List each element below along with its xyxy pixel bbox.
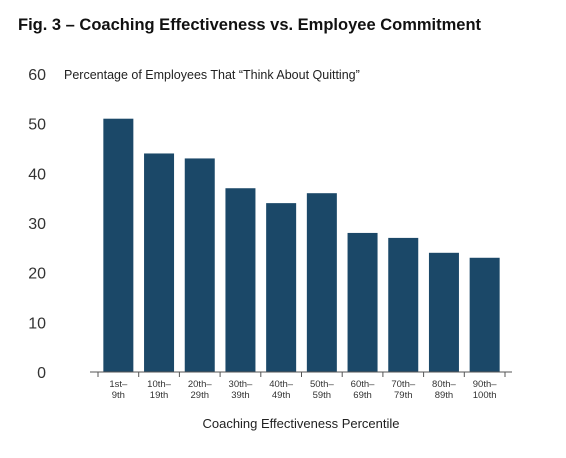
x-tick-label-line: 50th–: [310, 379, 334, 390]
x-tick-label-line: 10th–: [147, 379, 171, 390]
x-tick-label: 20th– 29th: [188, 379, 212, 401]
bar: [184, 158, 215, 372]
x-tick-label: 1st– 9th: [109, 379, 128, 401]
x-tick-label-line: 30th–: [229, 379, 253, 390]
x-tick-label-line: 80th–: [432, 379, 456, 390]
y-tick-label: 10: [28, 315, 46, 332]
bar: [225, 188, 256, 372]
chart-title: Fig. 3 – Coaching Effectiveness vs. Empl…: [18, 16, 482, 34]
x-tick-label: 10th– 19th: [147, 379, 171, 401]
chart-subtitle: Percentage of Employees That “Think Abou…: [64, 68, 360, 82]
x-tick-label-line: 29th: [191, 390, 210, 401]
x-tick-label: 50th– 59th: [310, 379, 334, 401]
x-tick-label-line: 70th–: [391, 379, 415, 390]
bars-group: [103, 118, 500, 372]
y-tick-label: 40: [28, 166, 46, 183]
x-tick-label-line: 60th–: [351, 379, 375, 390]
y-tick-label: 30: [28, 216, 46, 233]
x-tick-label-line: 49th: [272, 390, 291, 401]
x-tick-label-line: 39th: [231, 390, 250, 401]
y-axis: 0 10 20 30 40 50 60: [28, 67, 46, 382]
bar: [266, 203, 297, 372]
x-tick-label: 60th– 69th: [351, 379, 375, 401]
x-tick-label-line: 19th: [150, 390, 169, 401]
x-tick-label-line: 9th: [112, 390, 125, 401]
x-tick-label-line: 20th–: [188, 379, 212, 390]
bar: [388, 237, 419, 372]
bar: [306, 193, 337, 372]
y-tick-label: 50: [28, 117, 46, 134]
y-tick-label: 0: [37, 365, 46, 382]
x-tick-label-line: 79th: [394, 390, 413, 401]
x-tick-label: 40th– 49th: [269, 379, 293, 401]
x-tick-label-line: 40th–: [269, 379, 293, 390]
x-tick-label-line: 100th: [473, 390, 497, 401]
bar: [103, 118, 134, 372]
x-axis-label: Coaching Effectiveness Percentile: [202, 416, 399, 431]
y-tick-label: 60: [28, 67, 46, 84]
x-tick-label-line: 59th: [313, 390, 332, 401]
x-axis: 1st– 9th 10th– 19th 20th– 29th 30th– 39th 40th– 4…: [97, 372, 506, 401]
bar: [347, 232, 378, 372]
x-tick-label-line: 90th–: [473, 379, 497, 390]
x-tick-label: 80th– 89th: [432, 379, 456, 401]
x-tick-label-line: 89th: [435, 390, 454, 401]
x-tick-label-line: 1st–: [109, 379, 128, 390]
y-tick-label: 20: [28, 266, 46, 283]
x-tick-label-line: 69th: [353, 390, 372, 401]
x-tick-label: 30th– 39th: [229, 379, 253, 401]
bar: [428, 252, 459, 372]
x-tick-label: 90th– 100th: [473, 379, 497, 401]
x-tick-label: 70th– 79th: [391, 379, 415, 401]
bar: [144, 153, 175, 372]
bar: [469, 257, 500, 372]
